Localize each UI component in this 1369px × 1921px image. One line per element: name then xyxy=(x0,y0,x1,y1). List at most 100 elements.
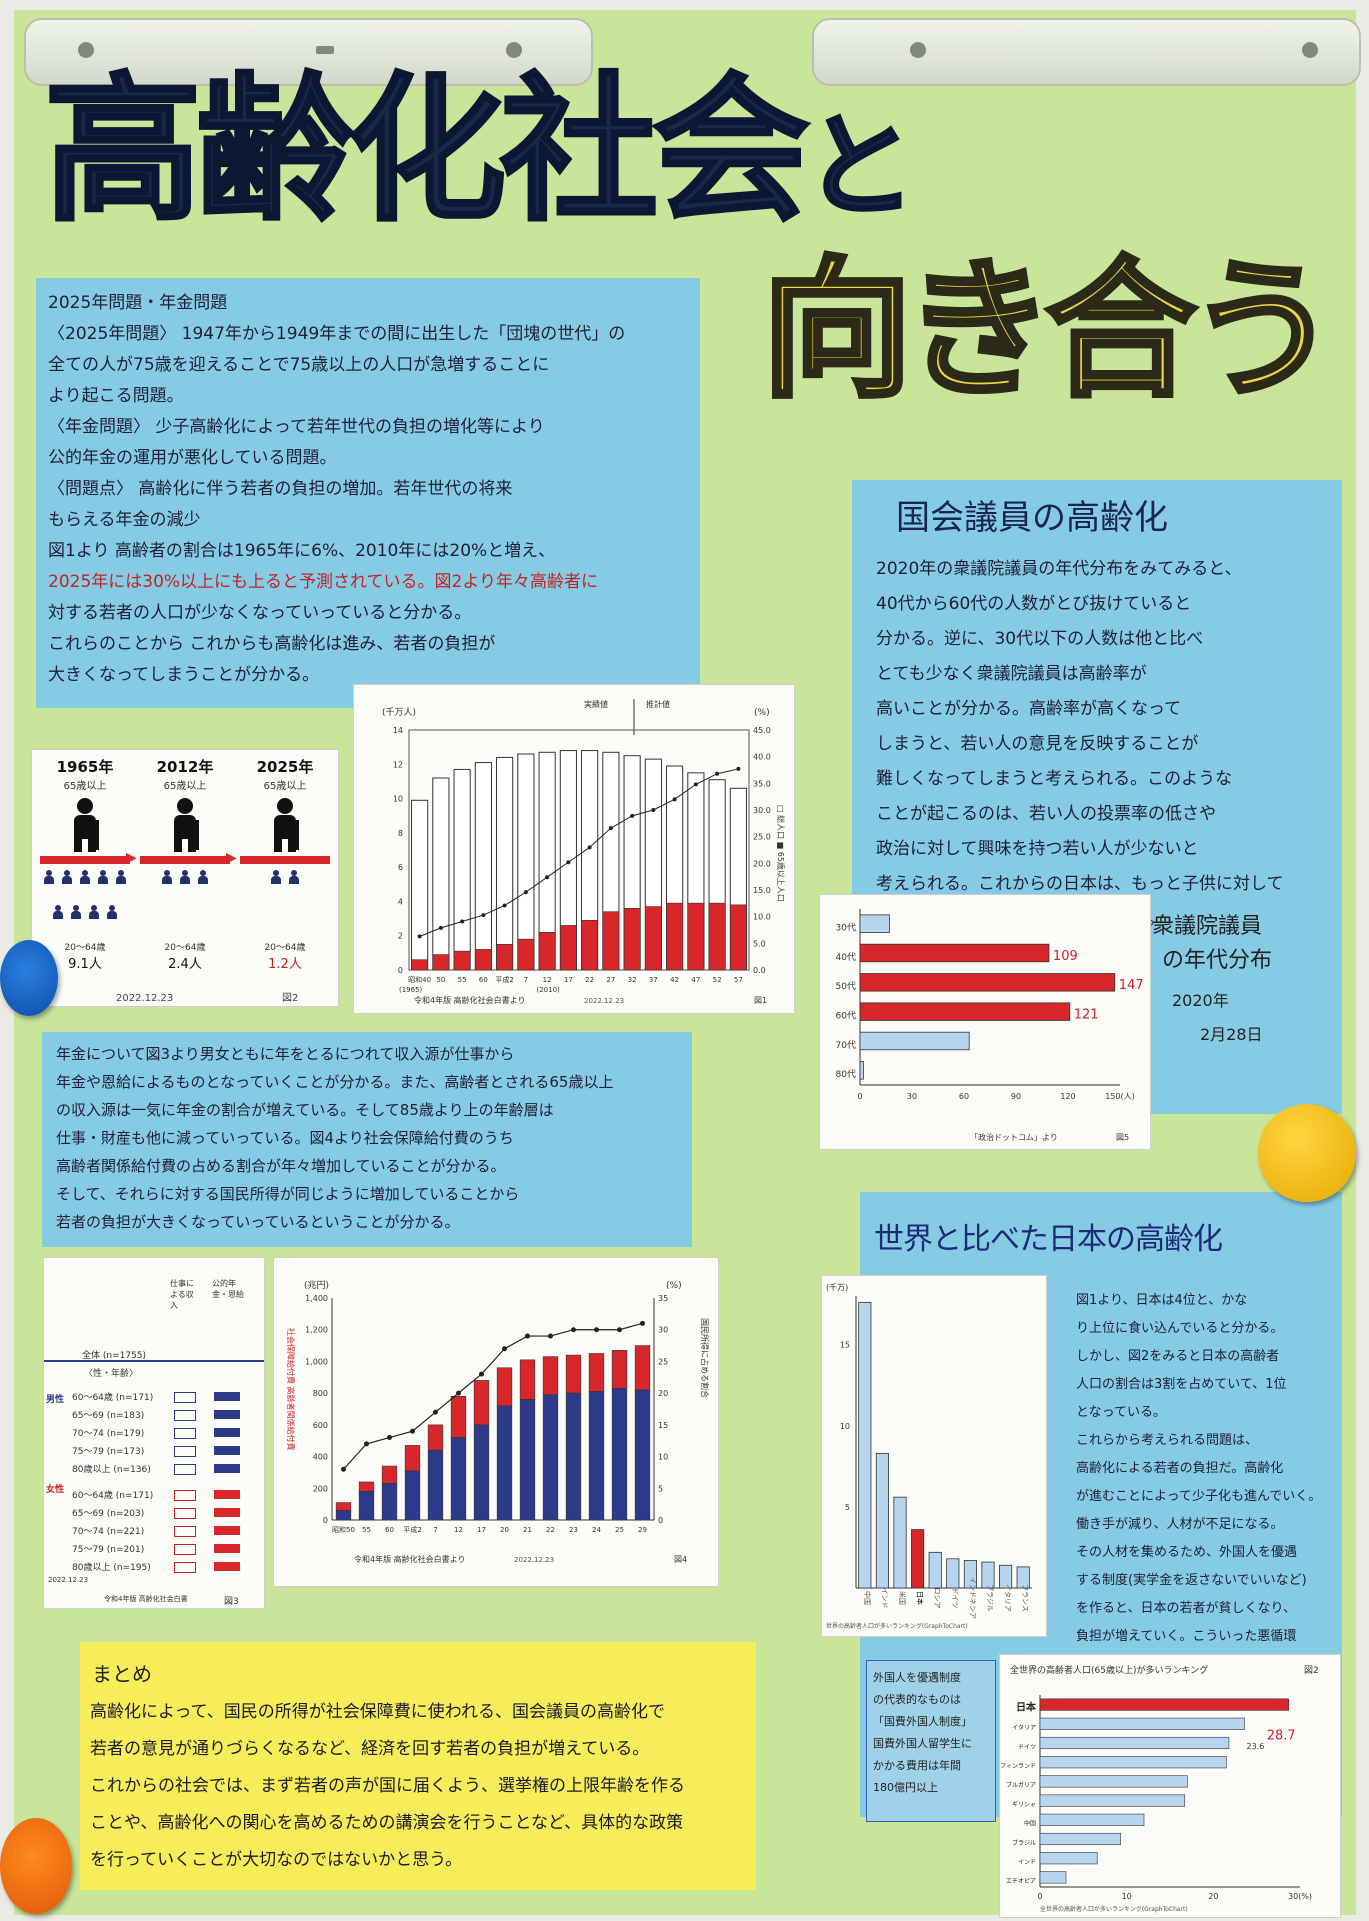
fig1-ytick-left: 14 xyxy=(393,726,403,735)
fig3-col2-header: 公的年金・恩給 xyxy=(212,1279,244,1299)
fig4-xtick: 7 xyxy=(433,1526,437,1534)
wf1-ytick: 10 xyxy=(840,1422,850,1431)
fig2-column: 2012年 65歳以上 20〜64歳 2.4人 xyxy=(136,756,234,986)
fig1-ratio-point xyxy=(417,934,422,939)
world-heading: 世界と比べた日本の高齢化 xyxy=(874,1222,1223,1257)
fig3-cell xyxy=(214,1410,240,1419)
fig1-elderly-bar xyxy=(517,938,535,971)
fig1-elderly-bar xyxy=(729,904,747,971)
fig4-total-bar xyxy=(634,1345,651,1391)
diet-aging-line: 40代から60代の人数がとび抜けていると xyxy=(876,594,1192,614)
fig1-ratio-line xyxy=(419,768,739,937)
fig3-cell xyxy=(214,1428,240,1437)
fig3-cell xyxy=(174,1392,196,1403)
fig2-column: 1965年 65歳以上 20〜64歳 9.1人 xyxy=(36,756,134,986)
wf1-xtick: イタリア xyxy=(1004,1584,1013,1612)
fig2-support-bar xyxy=(240,856,330,864)
fig4-elderly-bar xyxy=(473,1424,490,1521)
fig3-row-label: 75〜79 (n=201) xyxy=(72,1545,145,1555)
fig1-elderly-bar xyxy=(708,902,726,971)
wf1-bar xyxy=(928,1551,942,1589)
fig4-ytick-right: 0 xyxy=(658,1516,663,1525)
wf2-category: ブラジル xyxy=(1012,1839,1036,1847)
pension-problem-line: 対する若者の人口が少なくなっていっていると分かる。 xyxy=(48,603,472,623)
fig1-xtick: 32 xyxy=(628,976,637,984)
fig5-bar xyxy=(859,914,890,933)
fig3-row-label: 70〜74 (n=179) xyxy=(72,1429,145,1439)
fig5-xtick: 150(人) xyxy=(1105,1092,1135,1101)
fig1-ytick-right: 10.0 xyxy=(753,913,771,922)
fig1-elderly-bar xyxy=(666,902,683,971)
fig1-xsub: (1965) xyxy=(399,986,423,994)
fig3-cell xyxy=(174,1446,196,1457)
note-line: 「国費外国人制度」 xyxy=(873,1715,972,1728)
wf2-xtick: 0 xyxy=(1037,1892,1042,1901)
summary-card: まとめ 高齢化によって、国民の所得が社会保障費に使われる、国会議員の高齢化で 若者… xyxy=(80,1642,756,1890)
fig3-source: 令和4年版 高齢化社会白書 xyxy=(104,1595,188,1603)
wf2-bar xyxy=(1039,1852,1098,1865)
fig4-unit-right: (%) xyxy=(666,1281,682,1291)
fig3-separator xyxy=(44,1360,264,1362)
person-icon xyxy=(116,870,126,884)
pension-problem-line: 〈問題点〉 高齢化に伴う若者の負担の増加。若年世代の将来 xyxy=(48,479,513,499)
fig3-row-label: 80歳以上 (n=195) xyxy=(72,1563,151,1573)
bolt-icon xyxy=(910,42,926,58)
fig3-row-label: 70〜74 (n=221) xyxy=(72,1527,145,1537)
diet-aging-heading: 国会議員の高齢化 xyxy=(896,498,1168,538)
wf1-bar xyxy=(893,1496,907,1589)
fig1-ytick-right: 15.0 xyxy=(753,886,771,895)
fig5-value-label: 147 xyxy=(1119,978,1144,993)
bolt-icon xyxy=(316,46,334,54)
fig3-men-label: 男性 xyxy=(46,1395,65,1405)
fig1-ytick-right: 35.0 xyxy=(753,779,771,788)
fig1-label: 図1 xyxy=(754,996,767,1005)
elderly-person-icon xyxy=(162,798,208,852)
fig4-date: 2022.12.23 xyxy=(514,1556,554,1564)
diet-aging-line: ことが起こるのは、若い人の投票率の低さや xyxy=(876,804,1216,824)
fig1-xtick: 57 xyxy=(734,976,743,984)
note-line: の代表的なものは xyxy=(873,1693,961,1706)
fig1-elderly-bar xyxy=(411,959,428,971)
wf2-category: インド xyxy=(1018,1859,1036,1866)
fig5-side-title-1: 衆議院議員 xyxy=(1152,914,1263,939)
fig3-cell xyxy=(174,1526,196,1537)
fig4-elderly-bar xyxy=(496,1405,513,1521)
fig1-ytick-right: 0.0 xyxy=(753,966,766,975)
diet-aging-line: しまうと、若い人の意見を反映することが xyxy=(876,734,1199,754)
fig4-xtick: 12 xyxy=(454,1526,463,1534)
wf2-category: 中国 xyxy=(1024,1820,1036,1828)
summary-text: 高齢化によって、国民の所得が社会保障費に使われる、国会議員の高齢化で 若者の意見が… xyxy=(90,1694,685,1879)
fig4-total-bar xyxy=(565,1354,582,1394)
diet-aging-text: 2020年の衆議院議員の年代分布をみてみると、 40代から60代の人数がとび抜けて… xyxy=(876,552,1284,937)
fig1-xtick: 47 xyxy=(691,976,700,984)
world-line: 働き手が減り、人材が不足になる。 xyxy=(1076,1517,1284,1532)
fig2-column: 2025年 65歳以上 20〜64歳 1.2人 xyxy=(236,756,334,986)
fig3-women-label: 女性 xyxy=(46,1485,65,1495)
fig4-total-bar xyxy=(381,1465,398,1484)
fig3-cell xyxy=(214,1508,240,1517)
wf2-category: ギリシャ xyxy=(1012,1801,1036,1808)
summary-line: これからの社会では、まず若者の声が国に届くよう、選挙権の上限年齢を作る xyxy=(90,1776,685,1796)
fig4-xtick: 55 xyxy=(362,1526,371,1534)
fig2-support-bar xyxy=(40,856,130,864)
fig3-cell xyxy=(214,1392,240,1401)
fig1-unit-right: (%) xyxy=(754,708,770,718)
wf1-xtick: 日本 xyxy=(916,1591,925,1605)
fig5-side-date-1: 2020年 xyxy=(1172,991,1229,1010)
fig4-total-bar xyxy=(335,1502,352,1511)
fig4-ytick-left: 1,400 xyxy=(305,1294,328,1303)
fig4-elderly-bar xyxy=(404,1470,421,1521)
pension-income-line: そして、それらに対する国民所得が同じように増加していることから xyxy=(56,1185,520,1203)
wf2-bar xyxy=(1039,1832,1121,1846)
wf1-bar xyxy=(911,1529,925,1589)
fig2-header: 65歳以上 xyxy=(163,781,207,792)
diet-aging-line: 2020年の衆議院議員の年代分布をみてみると、 xyxy=(876,559,1242,579)
orange-magnet xyxy=(0,1818,72,1914)
fig1-elderly-bar xyxy=(644,906,662,971)
fig5-source: 「政治ドットコム」より xyxy=(970,1132,1058,1142)
fig5-bar xyxy=(859,943,1050,963)
wf2-category: エチオピア xyxy=(1006,1878,1036,1885)
wf1-xtick: ロシア xyxy=(933,1588,941,1609)
fig5-category: 30代 xyxy=(836,922,856,933)
fig4-ytick-left: 600 xyxy=(313,1421,328,1430)
